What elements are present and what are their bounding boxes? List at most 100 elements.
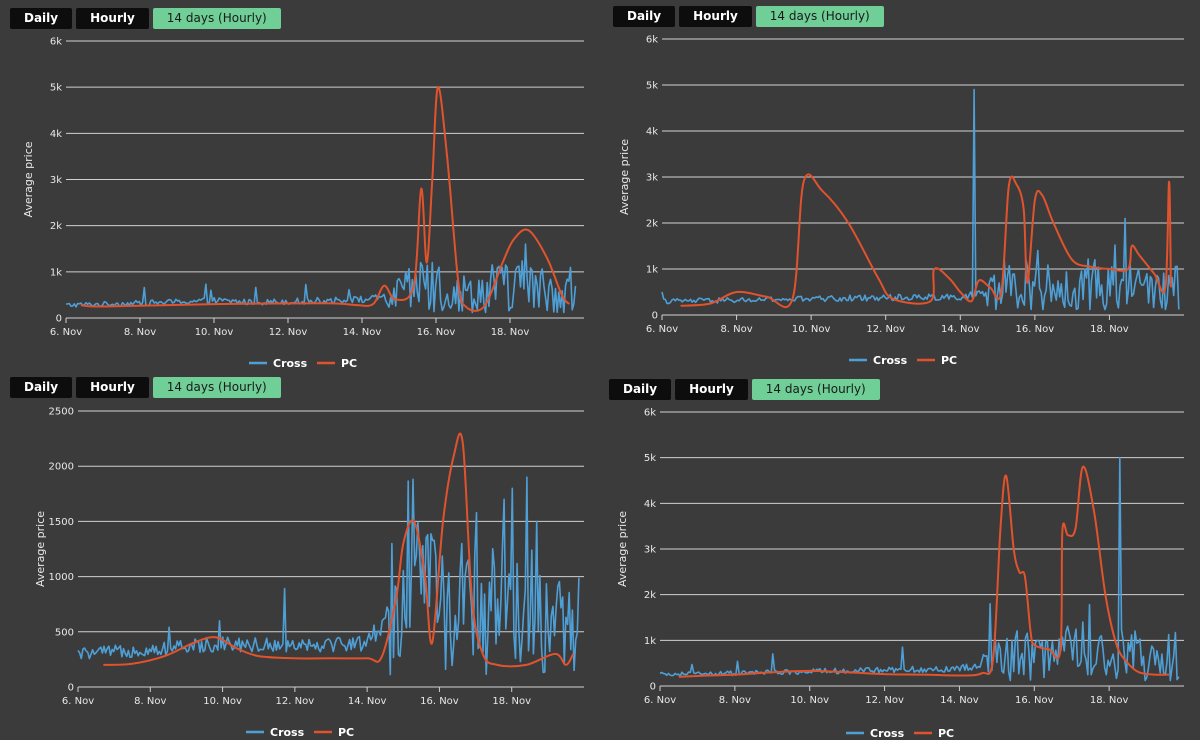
y-axis-title: Average price <box>34 511 47 587</box>
hourly-button[interactable]: Hourly <box>675 379 748 400</box>
x-tick-label: 8. Nov <box>134 696 166 707</box>
legend-label: Cross <box>273 357 308 370</box>
series-line-pc <box>678 465 1170 678</box>
chart-panel-top-left: Daily Hourly 14 days (Hourly) 0 1k 2k 3k 4k 5… <box>0 0 600 372</box>
hourly-button[interactable]: Hourly <box>679 6 752 27</box>
y-tick-label: 2500 <box>49 407 74 418</box>
legend-label: PC <box>938 727 954 740</box>
chart-panel-bottom-right: Daily Hourly 14 days (Hourly) 0 1k 2k 3k 4k 5… <box>600 372 1200 740</box>
x-tick-label: 16. Nov <box>1015 695 1054 706</box>
x-tick-label: 16. Nov <box>420 696 459 707</box>
y-tick-label: 4k <box>50 129 62 140</box>
y-tick-label: 0 <box>652 311 658 322</box>
y-tick-label: 5k <box>646 81 658 92</box>
x-tick-label: 10. Nov <box>203 696 242 707</box>
y-axis-title: Average price <box>616 511 629 587</box>
legend-label: PC <box>941 354 957 367</box>
y-tick-label: 3k <box>646 173 658 184</box>
legend-item-cross[interactable]: Cross <box>249 357 308 370</box>
14-days-hourly-button[interactable]: 14 days (Hourly) <box>152 8 281 29</box>
daily-button[interactable]: Daily <box>10 377 73 398</box>
x-tick-label: 12. Nov <box>276 696 315 707</box>
y-tick-label: 2k <box>50 221 62 232</box>
legend-label: PC <box>338 726 354 739</box>
range-button-group: Daily Hourly 14 days (Hourly) <box>10 377 281 398</box>
y-tick-label: 4k <box>646 127 658 138</box>
price-line-chart: 0 500 1000 1500 2000 2500 6. Nov 8. Nov 10. Nov 1… <box>34 407 584 739</box>
x-tick-label: 18. Nov <box>491 327 530 338</box>
range-button-group: Daily Hourly 14 days (Hourly) <box>609 379 880 400</box>
14-days-hourly-button[interactable]: 14 days (Hourly) <box>751 379 880 400</box>
legend-item-pc[interactable]: PC <box>314 726 354 739</box>
x-tick-label: 12. Nov <box>269 327 308 338</box>
y-tick-label: 5k <box>50 83 62 94</box>
legend-item-pc[interactable]: PC <box>917 354 957 367</box>
x-tick-label: 10. Nov <box>790 695 829 706</box>
price-line-chart: 0 1k 2k 3k 4k 5k 6k 6. Nov 8. Nov 10. Nov 12. Nov 1… <box>618 35 1184 367</box>
y-tick-label: 1500 <box>49 517 74 528</box>
y-tick-label: 0 <box>650 682 656 693</box>
legend-item-pc[interactable]: PC <box>914 727 954 740</box>
x-tick-label: 14. Nov <box>941 324 980 335</box>
y-tick-label: 6k <box>644 408 656 419</box>
legend-item-pc[interactable]: PC <box>317 357 357 370</box>
y-tick-label: 1k <box>50 267 62 278</box>
legend-label: PC <box>341 357 357 370</box>
y-tick-label: 0 <box>56 314 62 325</box>
x-tick-label: 12. Nov <box>866 324 905 335</box>
daily-button[interactable]: Daily <box>10 8 73 29</box>
x-tick-label: 14. Nov <box>348 696 387 707</box>
series-line-pc <box>680 173 1172 308</box>
x-tick-label: 14. Nov <box>940 695 979 706</box>
y-tick-label: 6k <box>50 37 62 48</box>
chart-panel-bottom-left: Daily Hourly 14 days (Hourly) 0 500 1000 15… <box>0 372 600 740</box>
y-tick-label: 0 <box>68 683 74 694</box>
range-button-group: Daily Hourly 14 days (Hourly) <box>613 6 884 27</box>
daily-button[interactable]: Daily <box>613 6 676 27</box>
y-tick-label: 3k <box>644 545 656 556</box>
y-tick-label: 5k <box>644 453 656 464</box>
y-axis-title: Average price <box>618 139 631 215</box>
y-tick-label: 2k <box>644 590 656 601</box>
hourly-button[interactable]: Hourly <box>76 377 149 398</box>
series-line-pc <box>103 432 575 668</box>
x-tick-label: 6. Nov <box>646 324 678 335</box>
x-tick-label: 8. Nov <box>720 324 752 335</box>
chart-panel-top-right: Daily Hourly 14 days (Hourly) 0 1k 2k 3k 4k 5… <box>600 0 1200 372</box>
x-tick-label: 8. Nov <box>124 327 156 338</box>
series-line-pc <box>80 86 570 312</box>
x-tick-label: 8. Nov <box>719 695 751 706</box>
y-axis-title: Average price <box>22 141 35 217</box>
daily-button[interactable]: Daily <box>609 379 672 400</box>
y-tick-label: 1k <box>646 265 658 276</box>
x-tick-label: 18. Nov <box>1090 324 1129 335</box>
price-line-chart: 0 1k 2k 3k 4k 5k 6k 6. Nov 8. Nov 10. Nov 12. Nov 1… <box>22 37 584 370</box>
legend-label: Cross <box>270 726 305 739</box>
14-days-hourly-button[interactable]: 14 days (Hourly) <box>755 6 884 27</box>
y-tick-label: 3k <box>50 175 62 186</box>
legend-item-cross[interactable]: Cross <box>846 727 905 740</box>
range-button-group: Daily Hourly 14 days (Hourly) <box>10 8 281 29</box>
x-tick-label: 6. Nov <box>62 696 94 707</box>
x-tick-label: 16. Nov <box>417 327 456 338</box>
x-tick-label: 10. Nov <box>195 327 234 338</box>
x-tick-label: 18. Nov <box>492 696 531 707</box>
x-tick-label: 10. Nov <box>792 324 831 335</box>
x-tick-label: 6. Nov <box>644 695 676 706</box>
y-tick-label: 6k <box>646 35 658 46</box>
y-tick-label: 4k <box>644 499 656 510</box>
hourly-button[interactable]: Hourly <box>76 8 149 29</box>
y-tick-label: 1k <box>644 636 656 647</box>
x-tick-label: 6. Nov <box>50 327 82 338</box>
y-tick-label: 2000 <box>49 462 74 473</box>
14-days-hourly-button[interactable]: 14 days (Hourly) <box>152 377 281 398</box>
legend-item-cross[interactable]: Cross <box>246 726 305 739</box>
series-line-cross <box>661 88 1180 311</box>
legend-label: Cross <box>873 354 908 367</box>
x-tick-label: 14. Nov <box>343 327 382 338</box>
y-tick-label: 1000 <box>49 572 74 583</box>
series-line-cross <box>77 476 580 676</box>
legend-label: Cross <box>870 727 905 740</box>
legend-item-cross[interactable]: Cross <box>849 354 908 367</box>
y-tick-label: 2k <box>646 219 658 230</box>
